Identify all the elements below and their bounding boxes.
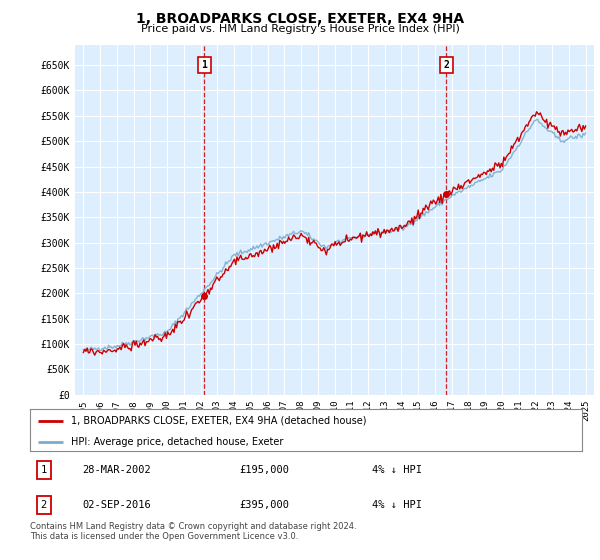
Text: HPI: Average price, detached house, Exeter: HPI: Average price, detached house, Exet… (71, 437, 284, 446)
Text: 1, BROADPARKS CLOSE, EXETER, EX4 9HA: 1, BROADPARKS CLOSE, EXETER, EX4 9HA (136, 12, 464, 26)
Text: Price paid vs. HM Land Registry's House Price Index (HPI): Price paid vs. HM Land Registry's House … (140, 24, 460, 34)
Text: 28-MAR-2002: 28-MAR-2002 (82, 465, 151, 475)
Text: £195,000: £195,000 (240, 465, 290, 475)
Text: 1: 1 (202, 60, 208, 70)
Text: 2: 2 (41, 500, 47, 510)
Text: 4% ↓ HPI: 4% ↓ HPI (372, 465, 422, 475)
Text: 4% ↓ HPI: 4% ↓ HPI (372, 500, 422, 510)
Text: 1: 1 (41, 465, 47, 475)
Text: 1, BROADPARKS CLOSE, EXETER, EX4 9HA (detached house): 1, BROADPARKS CLOSE, EXETER, EX4 9HA (de… (71, 416, 367, 426)
Text: Contains HM Land Registry data © Crown copyright and database right 2024.
This d: Contains HM Land Registry data © Crown c… (30, 522, 356, 542)
Text: 02-SEP-2016: 02-SEP-2016 (82, 500, 151, 510)
Text: £395,000: £395,000 (240, 500, 290, 510)
Text: 2: 2 (443, 60, 449, 70)
